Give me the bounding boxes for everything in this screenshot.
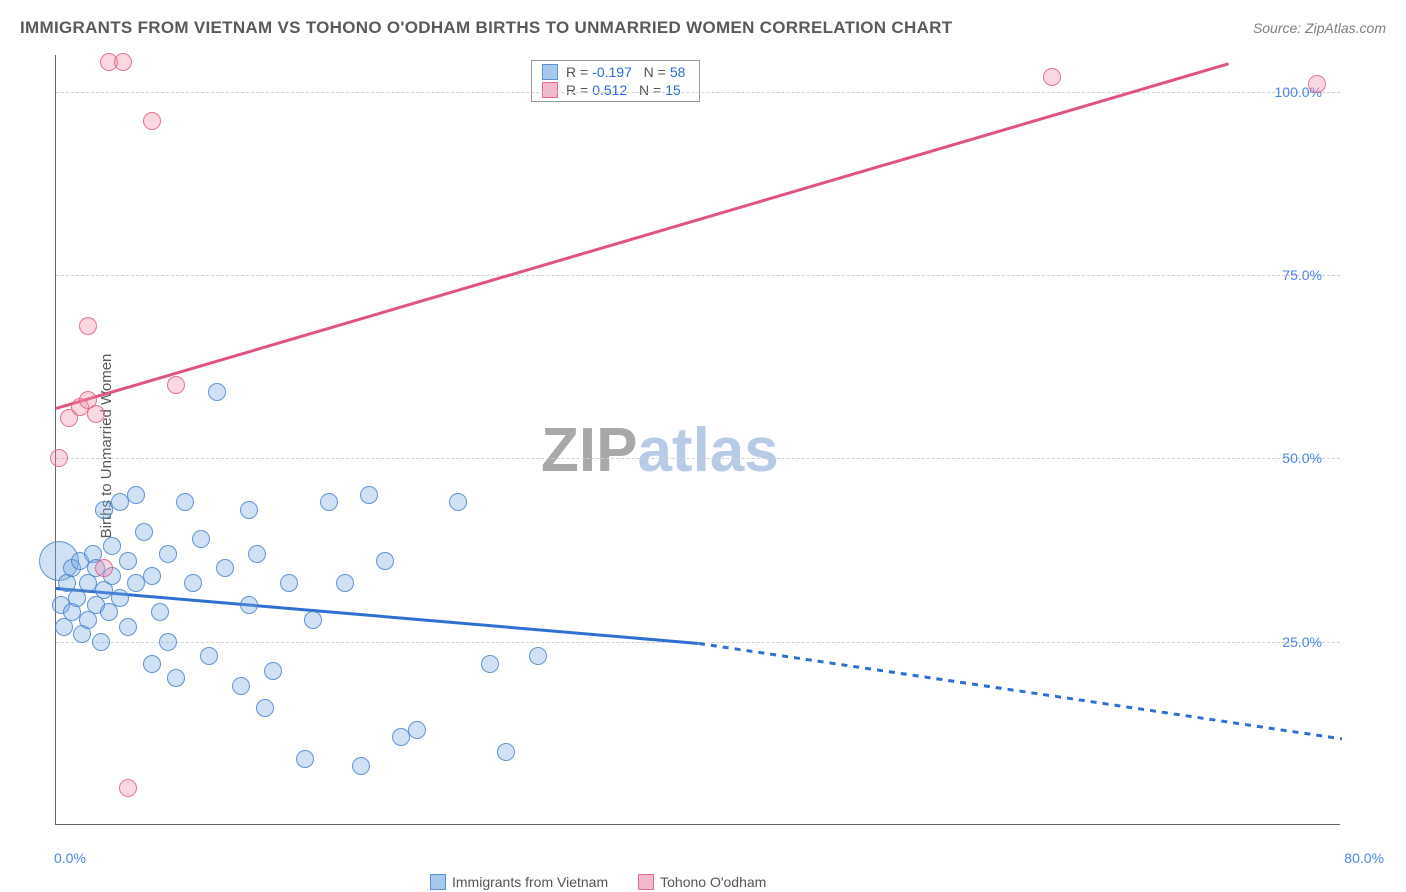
data-point <box>143 112 161 130</box>
data-point <box>79 317 97 335</box>
data-point <box>320 493 338 511</box>
data-point <box>200 647 218 665</box>
data-point <box>248 545 266 563</box>
data-point <box>208 383 226 401</box>
stats-n-value: 15 <box>665 82 681 98</box>
data-point <box>135 523 153 541</box>
data-point <box>176 493 194 511</box>
data-point <box>408 721 426 739</box>
data-point <box>256 699 274 717</box>
data-point <box>167 376 185 394</box>
chart-title: IMMIGRANTS FROM VIETNAM VS TOHONO O'ODHA… <box>20 18 952 38</box>
legend-swatch <box>638 874 654 890</box>
legend-item: Tohono O'odham <box>638 874 766 890</box>
data-point <box>192 530 210 548</box>
data-point <box>1043 68 1061 86</box>
stats-swatch <box>542 64 558 80</box>
data-point <box>167 669 185 687</box>
data-point <box>449 493 467 511</box>
data-point <box>87 405 105 423</box>
data-point <box>184 574 202 592</box>
data-point <box>159 633 177 651</box>
data-point <box>296 750 314 768</box>
data-point <box>529 647 547 665</box>
stats-r-value: 0.512 <box>592 82 627 98</box>
legend-label: Immigrants from Vietnam <box>452 874 608 890</box>
data-point <box>151 603 169 621</box>
legend-item: Immigrants from Vietnam <box>430 874 608 890</box>
data-point <box>497 743 515 761</box>
legend-label: Tohono O'odham <box>660 874 766 890</box>
y-tick-label: 50.0% <box>1282 450 1322 466</box>
data-point <box>127 486 145 504</box>
trend-line <box>698 642 1341 740</box>
data-point <box>159 545 177 563</box>
data-point <box>114 53 132 71</box>
watermark: ZIPatlas <box>541 415 779 486</box>
stats-r-value: -0.197 <box>592 64 632 80</box>
data-point <box>143 567 161 585</box>
stats-legend: R = -0.197 N = 58R = 0.512 N = 15 <box>531 60 700 102</box>
data-point <box>95 559 113 577</box>
chart-plot-area: ZIPatlas R = -0.197 N = 58R = 0.512 N = … <box>55 55 1340 825</box>
data-point <box>119 552 137 570</box>
stats-n-value: 58 <box>670 64 686 80</box>
legend-swatch <box>430 874 446 890</box>
data-point <box>360 486 378 504</box>
data-point <box>481 655 499 673</box>
data-point <box>240 596 258 614</box>
data-point <box>336 574 354 592</box>
stats-n-label: N = <box>636 64 666 80</box>
data-point <box>216 559 234 577</box>
data-point <box>1308 75 1326 93</box>
grid-line <box>56 275 1340 276</box>
data-point <box>50 449 68 467</box>
grid-line <box>56 458 1340 459</box>
grid-line <box>56 92 1340 93</box>
series-legend: Immigrants from Vietnam Tohono O'odham <box>430 874 766 890</box>
source-label: Source: ZipAtlas.com <box>1253 20 1386 36</box>
data-point <box>111 589 129 607</box>
data-point <box>119 779 137 797</box>
data-point <box>304 611 322 629</box>
y-tick-label: 75.0% <box>1282 267 1322 283</box>
x-tick-min: 0.0% <box>54 850 86 866</box>
data-point <box>92 633 110 651</box>
data-point <box>240 501 258 519</box>
data-point <box>352 757 370 775</box>
stats-row: R = 0.512 N = 15 <box>532 81 699 99</box>
trend-line <box>56 62 1229 409</box>
stats-row: R = -0.197 N = 58 <box>532 63 699 81</box>
data-point <box>143 655 161 673</box>
data-point <box>376 552 394 570</box>
stats-n-label: N = <box>631 82 661 98</box>
data-point <box>100 603 118 621</box>
x-tick-max: 80.0% <box>1344 850 1384 866</box>
watermark-atlas: atlas <box>637 416 778 485</box>
watermark-zip: ZIP <box>541 416 637 485</box>
data-point <box>232 677 250 695</box>
stats-r-label: R = <box>566 64 588 80</box>
data-point <box>280 574 298 592</box>
stats-swatch <box>542 82 558 98</box>
data-point <box>68 589 86 607</box>
data-point <box>103 537 121 555</box>
data-point <box>264 662 282 680</box>
data-point <box>119 618 137 636</box>
y-tick-label: 25.0% <box>1282 634 1322 650</box>
stats-r-label: R = <box>566 82 588 98</box>
